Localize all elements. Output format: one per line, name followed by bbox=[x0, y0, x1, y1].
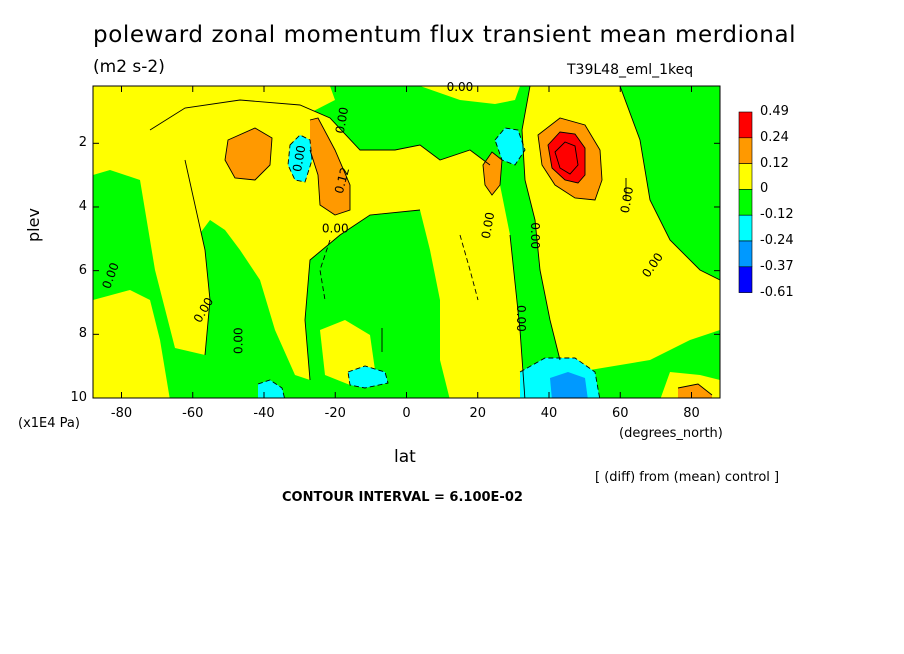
x-tick-label: -80 bbox=[110, 406, 133, 421]
contour-label: 0.00 bbox=[479, 211, 497, 240]
x-tick-label: -20 bbox=[324, 406, 346, 421]
contour-field bbox=[93, 86, 720, 398]
colorbar-level-label: 0.12 bbox=[760, 155, 789, 171]
chart-title: poleward zonal momentum flux transient m… bbox=[93, 22, 797, 48]
x-tick-label: 0 bbox=[402, 406, 411, 421]
negative-mid-region bbox=[550, 372, 588, 398]
colorbar-level-label: -0.37 bbox=[760, 258, 794, 274]
contour-label: 0.00 bbox=[618, 186, 636, 215]
colorbar-level-label: -0.24 bbox=[760, 233, 794, 248]
contour-label: 0.00 bbox=[333, 106, 351, 135]
y-tick-label: 8 bbox=[78, 326, 87, 342]
colorbar-level-label: 0.24 bbox=[760, 129, 789, 145]
x-tick-label: 20 bbox=[469, 406, 487, 421]
y-axis-ticks bbox=[93, 142, 720, 399]
colorbar-level-label: 0.49 bbox=[760, 104, 789, 119]
y-tick-label: 4 bbox=[78, 198, 87, 214]
colorbar-swatch bbox=[738, 240, 753, 268]
colorbar-level-label: -0.61 bbox=[760, 284, 794, 300]
colorbar-swatch bbox=[738, 111, 753, 139]
contour-label: 0.00 bbox=[232, 327, 246, 354]
colorbar-swatch bbox=[738, 214, 753, 242]
experiment-name: T39L48_eml_1keq bbox=[567, 62, 694, 78]
contour-label: 0.00 bbox=[514, 305, 528, 332]
x-tick-label: 40 bbox=[540, 406, 558, 421]
colorbar-swatch bbox=[738, 266, 753, 293]
contour-label: 0.00 bbox=[322, 221, 349, 235]
x-axis-label: lat bbox=[394, 447, 416, 467]
colorbar-swatch bbox=[738, 189, 753, 216]
x-tick-label: 80 bbox=[683, 406, 700, 421]
colorbar-legend bbox=[738, 111, 753, 293]
contour-lines bbox=[149, 86, 720, 398]
colorbar-level-label: -0.12 bbox=[760, 207, 794, 223]
contour-label: 0.00 bbox=[528, 222, 542, 249]
y-tick-label: 2 bbox=[78, 135, 87, 151]
x-axis-ticks bbox=[121, 86, 692, 398]
diff-note: [ (diff) from (mean) control ] bbox=[595, 470, 780, 485]
y-axis-unit: (x1E4 Pa) bbox=[18, 416, 80, 431]
colorbar-swatch bbox=[738, 163, 753, 190]
x-tick-label: -40 bbox=[253, 406, 275, 421]
chart-units: (m2 s-2) bbox=[93, 57, 165, 77]
contour-interval: CONTOUR INTERVAL = 6.100E-02 bbox=[282, 490, 523, 505]
x-axis-unit: (degrees_north) bbox=[619, 426, 723, 441]
contour-label: 0.00 bbox=[290, 144, 308, 173]
x-tick-label: -60 bbox=[182, 406, 204, 421]
positive-high-region bbox=[548, 132, 585, 183]
y-tick-label: 10 bbox=[70, 390, 87, 405]
colorbar-swatch bbox=[738, 137, 753, 164]
x-tick-label: 60 bbox=[611, 406, 629, 421]
contour-label: 0.00 bbox=[447, 80, 474, 94]
negative-contour-lines bbox=[257, 127, 601, 398]
colorbar-level-label: 0 bbox=[760, 181, 769, 197]
contour-label: 0.12 bbox=[332, 166, 352, 195]
y-tick-label: 6 bbox=[78, 262, 87, 278]
y-axis-label: plev bbox=[24, 208, 43, 242]
